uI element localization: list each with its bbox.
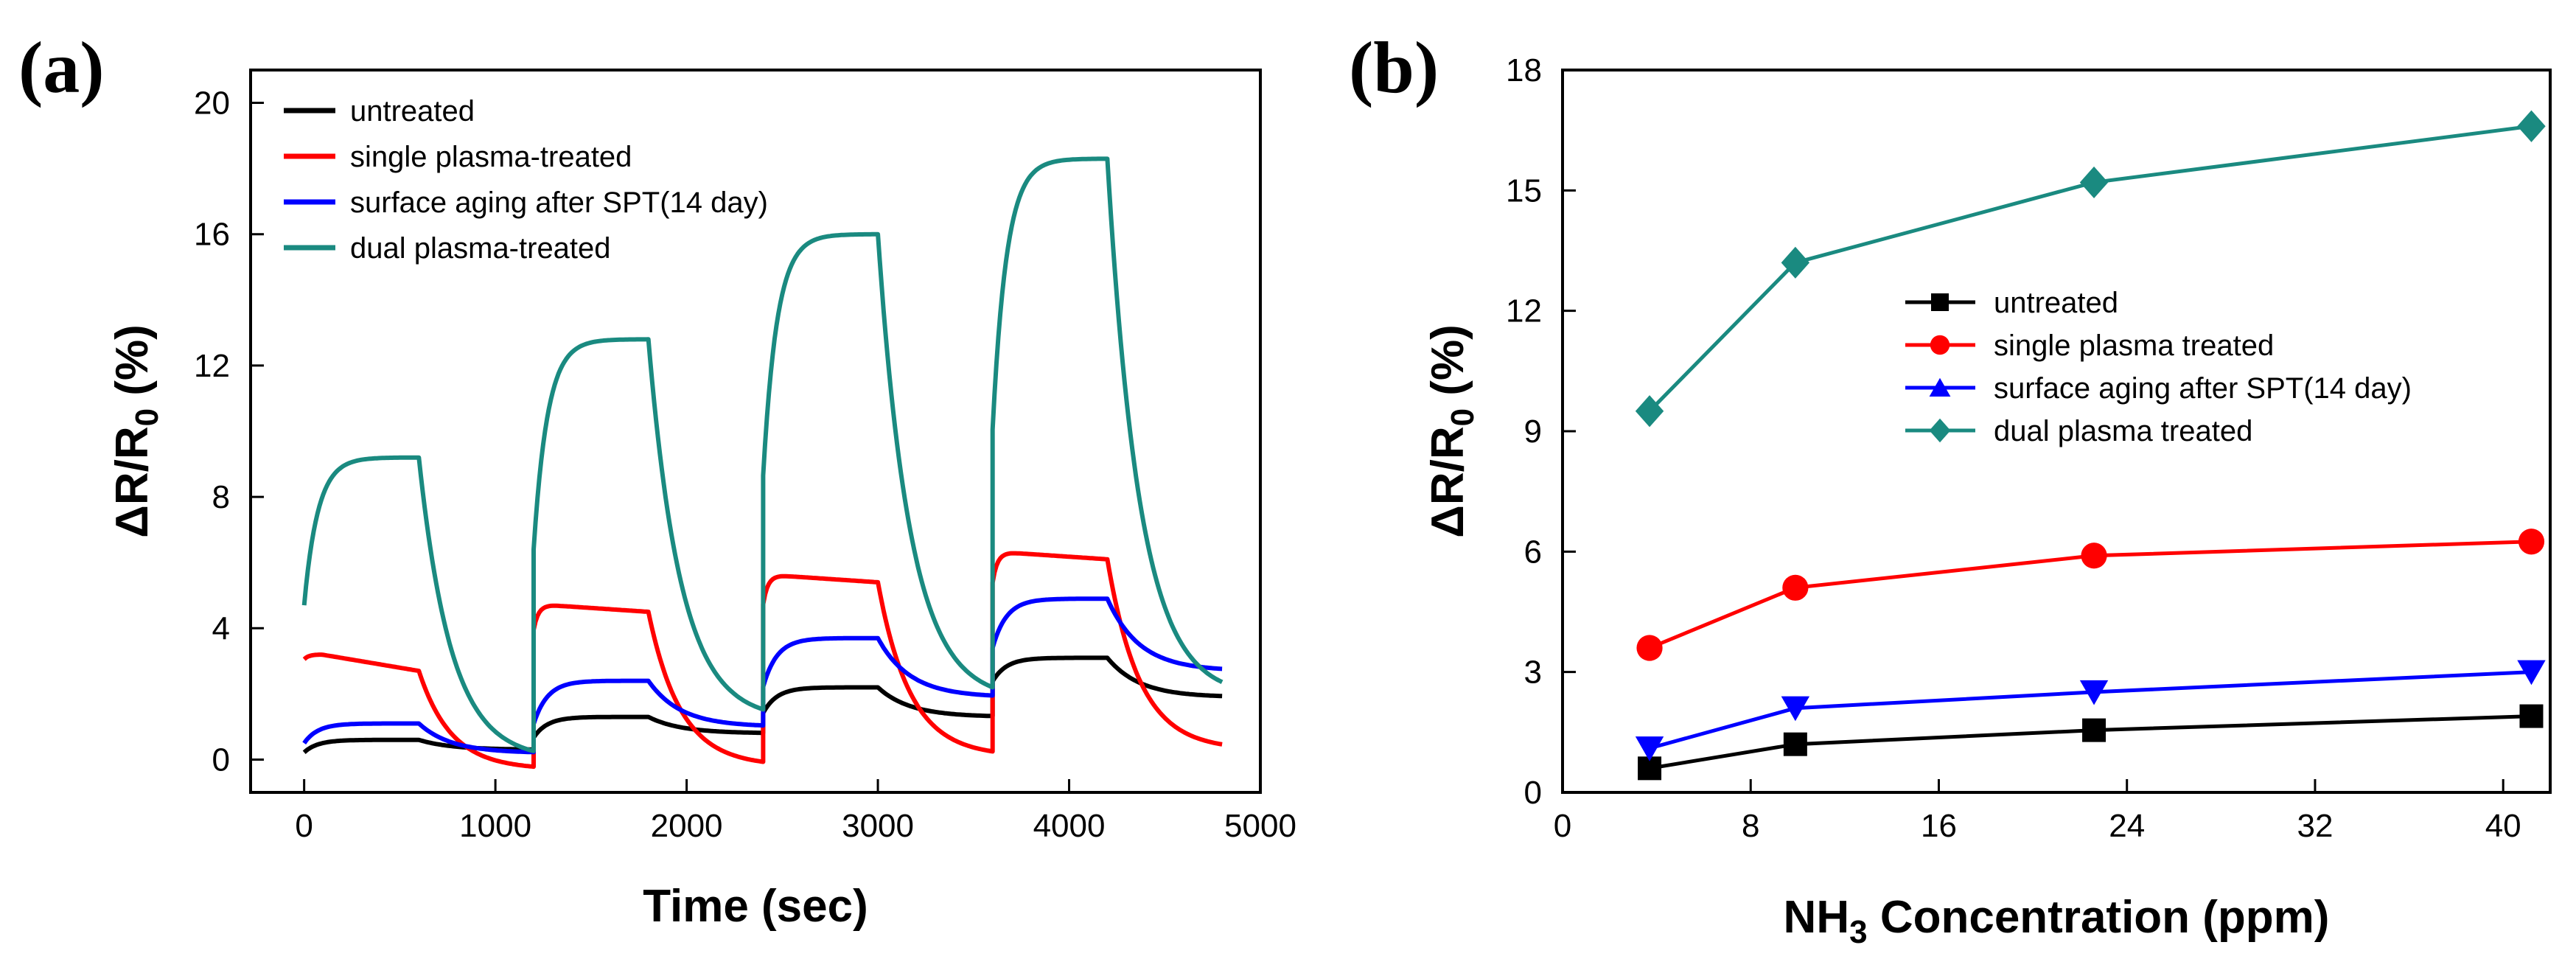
panel-b-y-tick-label: 15	[1506, 172, 1542, 209]
panel-a-y-tick-label: 4	[212, 610, 230, 646]
panel-b-data-point	[1635, 395, 1664, 428]
panel-a-x-axis-title: Time (sec)	[643, 881, 868, 932]
panel-b-data-point	[1783, 732, 1807, 756]
panel-b-x-tick-label: 16	[1921, 808, 1957, 844]
panel-a-x-tick-label: 5000	[1224, 808, 1296, 844]
panel-a-y-axis-title-main: ΔR/R	[107, 426, 158, 537]
panel-a-x-tick-label: 4000	[1033, 808, 1106, 844]
panel-b-x-tick-label: 24	[2109, 808, 2145, 844]
panel-a-x-tick-label: 2000	[651, 808, 723, 844]
panel-b-data-point	[1636, 635, 1663, 661]
panel-b-legend-marker	[1931, 293, 1949, 311]
panel-b-data-point	[2519, 704, 2544, 728]
panel-b-data-point	[1782, 574, 1809, 601]
panel-b-data-point	[1781, 696, 1810, 722]
panel-b-series-line-2	[1649, 670, 2532, 750]
panel-b-y-axis-title-subscript: 0	[1445, 408, 1481, 426]
panel-b-chart: (b) 0 8 16 24 32 40 0 3 6 9 12 15 18 untreated single…	[1349, 27, 2552, 950]
panel-b-y-tick-label: 6	[1524, 534, 1542, 570]
panel-a-legend-label: surface aging after SPT(14 day)	[350, 186, 768, 219]
panel-b-y-tick-label: 0	[1524, 775, 1542, 811]
panel-a-y-tick-label: 0	[212, 742, 230, 778]
panel-a-legend-label: single plasma-treated	[350, 141, 632, 173]
panel-a-y-tick-label: 8	[212, 479, 230, 515]
panel-b-data-point	[1781, 246, 1810, 279]
panel-b-legend-marker	[1930, 335, 1950, 355]
panel-b-series-line-1	[1649, 540, 2532, 650]
panel-b-x-axis-title-nh: NH	[1784, 892, 1850, 943]
panel-a-y-tick-label: 16	[194, 217, 230, 253]
panel-b-legend-label: surface aging after SPT(14 day)	[1994, 372, 2412, 405]
panel-b-y-axis-title-unit: (%)	[1423, 324, 1473, 408]
panel-b-data-point	[2518, 529, 2545, 555]
panel-b-legend-label: single plasma treated	[1994, 329, 2274, 362]
panel-a-legend-label: dual plasma-treated	[350, 232, 611, 265]
panel-a-x-tick-label: 3000	[842, 808, 914, 844]
panel-b-y-tick-label: 18	[1506, 52, 1542, 88]
panel-a-y-tick-label: 12	[194, 348, 230, 384]
panel-b-x-tick-label: 8	[1742, 808, 1759, 844]
panel-b-x-tick-label: 40	[2485, 808, 2521, 844]
panel-b-series-line-3	[1648, 124, 2532, 413]
panel-b-x-axis-title: NH3 Concentration (ppm)	[1784, 892, 2330, 950]
panel-a-y-axis-title-unit: (%)	[107, 324, 158, 408]
panel-b-series-line-0	[1649, 714, 2532, 770]
panel-b-data-point	[2517, 660, 2546, 686]
panel-b-y-tick-label: 3	[1524, 655, 1542, 691]
panel-b-y-tick-label: 9	[1524, 414, 1542, 450]
panel-b-data-point	[2079, 166, 2109, 199]
panel-a-x-tick-label: 1000	[459, 808, 531, 844]
panel-b-legend-label: dual plasma treated	[1994, 415, 2252, 447]
panel-b-legend-label: untreated	[1994, 287, 2118, 319]
panel-b-label: (b)	[1349, 27, 1439, 108]
panel-a-y-axis-title: ΔR/R0 (%)	[107, 324, 165, 537]
panel-a-frame	[249, 69, 1262, 794]
panel-a-y-axis-title-subscript: 0	[129, 408, 165, 426]
panel-b-y-axis-title-main: ΔR/R	[1423, 426, 1473, 537]
panel-b-data-point	[2517, 110, 2546, 142]
panel-b-data-point	[2081, 543, 2107, 569]
panel-b-legend-marker	[1929, 377, 1951, 397]
panel-a-legend-label: untreated	[350, 95, 475, 128]
panel-a-series-line-3	[301, 156, 1224, 753]
panel-b-legend-marker	[1929, 418, 1951, 443]
panel-b-x-axis-title-rest: Concentration (ppm)	[1868, 892, 2330, 943]
panel-a-chart: (a) 0 1000 2000 3000 4000 5000 0 4 8 12 16 20 untre…	[18, 27, 1296, 932]
panel-b-data-point	[1635, 736, 1664, 761]
panel-b-y-axis-title: ΔR/R0 (%)	[1423, 324, 1481, 537]
panel-b-x-axis-title-subscript: 3	[1849, 914, 1867, 950]
panel-b-x-tick-label: 32	[2297, 808, 2333, 844]
panel-b-y-tick-label: 12	[1506, 293, 1542, 329]
panel-b-data-point	[2079, 680, 2109, 705]
panel-a-x-tick-label: 0	[295, 808, 313, 844]
panel-a-y-tick-label: 20	[194, 86, 230, 122]
panel-b-x-tick-label: 0	[1554, 808, 1571, 844]
panel-b-data-point	[2082, 718, 2106, 742]
panel-a-label: (a)	[18, 27, 105, 108]
